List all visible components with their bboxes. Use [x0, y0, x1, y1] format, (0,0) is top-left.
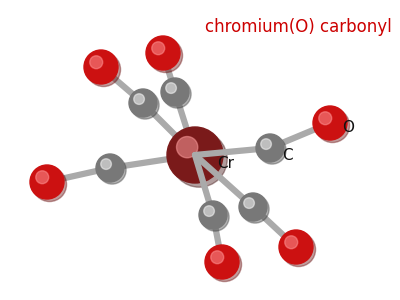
- Circle shape: [32, 167, 66, 202]
- Circle shape: [319, 112, 332, 125]
- Circle shape: [36, 171, 49, 184]
- Circle shape: [101, 159, 111, 170]
- Circle shape: [201, 203, 229, 231]
- Circle shape: [166, 83, 176, 93]
- Circle shape: [211, 251, 224, 264]
- Circle shape: [146, 36, 180, 70]
- Circle shape: [239, 193, 267, 221]
- Circle shape: [163, 80, 191, 108]
- Circle shape: [279, 230, 313, 264]
- Circle shape: [129, 89, 157, 117]
- Circle shape: [282, 232, 316, 267]
- Circle shape: [258, 136, 286, 164]
- Circle shape: [90, 56, 103, 69]
- Circle shape: [161, 78, 189, 106]
- Circle shape: [204, 206, 214, 216]
- Circle shape: [167, 127, 223, 183]
- Circle shape: [256, 134, 284, 162]
- Circle shape: [98, 156, 126, 184]
- Circle shape: [205, 245, 239, 279]
- Circle shape: [86, 52, 120, 86]
- Circle shape: [285, 236, 298, 249]
- Text: chromium(O) carbonyl: chromium(O) carbonyl: [205, 18, 392, 36]
- Text: O: O: [342, 119, 354, 134]
- Circle shape: [261, 139, 271, 149]
- Circle shape: [30, 165, 64, 199]
- Text: C: C: [282, 148, 293, 164]
- Text: Cr: Cr: [217, 155, 234, 170]
- Circle shape: [96, 154, 124, 182]
- Circle shape: [208, 248, 242, 281]
- Circle shape: [176, 136, 198, 158]
- Circle shape: [199, 201, 227, 229]
- Circle shape: [171, 131, 227, 187]
- Circle shape: [241, 195, 269, 223]
- Circle shape: [316, 109, 350, 142]
- Circle shape: [152, 42, 165, 55]
- Circle shape: [244, 198, 254, 208]
- Circle shape: [84, 50, 118, 84]
- Circle shape: [134, 94, 144, 104]
- Circle shape: [313, 106, 347, 140]
- Circle shape: [131, 91, 159, 119]
- Circle shape: [148, 38, 182, 73]
